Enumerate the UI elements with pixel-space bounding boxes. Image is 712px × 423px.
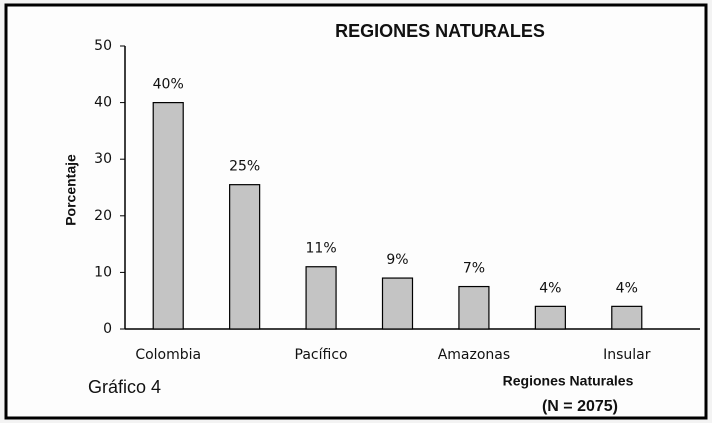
frame — [4, 3, 708, 420]
chart-title: REGIONES NATURALES — [335, 21, 545, 41]
x-tick-label: Amazonas — [438, 347, 510, 363]
value-label: 9% — [386, 252, 408, 268]
y-tick-label: 30 — [94, 151, 112, 167]
bar — [381, 277, 414, 330]
x-tick-label: Insular — [603, 347, 651, 363]
bar — [152, 101, 184, 330]
value-label: 4% — [539, 280, 561, 296]
y-tick-label: 10 — [94, 264, 112, 280]
subtitle: (N = 2075) — [542, 398, 618, 415]
bar — [611, 305, 643, 330]
value-label: 40% — [153, 77, 184, 93]
y-tick-label: 20 — [94, 208, 112, 224]
y-tick-label: 50 — [94, 38, 112, 54]
value-label: 11% — [306, 241, 337, 257]
value-label: 7% — [463, 261, 485, 277]
y-tick-label: 0 — [103, 321, 112, 337]
x-tick-label: Pacífico — [295, 347, 348, 363]
bar — [229, 184, 261, 330]
value-label: 4% — [616, 280, 638, 296]
annotation: Gráfico 4 — [88, 377, 161, 397]
y-tick-label: 40 — [94, 95, 112, 111]
bar — [305, 266, 337, 330]
y-axis-label: Porcentaje — [63, 154, 79, 226]
value-label: 25% — [229, 159, 260, 175]
x-axis-label: Regiones Naturales — [503, 373, 634, 389]
bar — [458, 285, 490, 330]
bar — [534, 305, 566, 330]
x-tick-label: Colombia — [135, 347, 201, 363]
